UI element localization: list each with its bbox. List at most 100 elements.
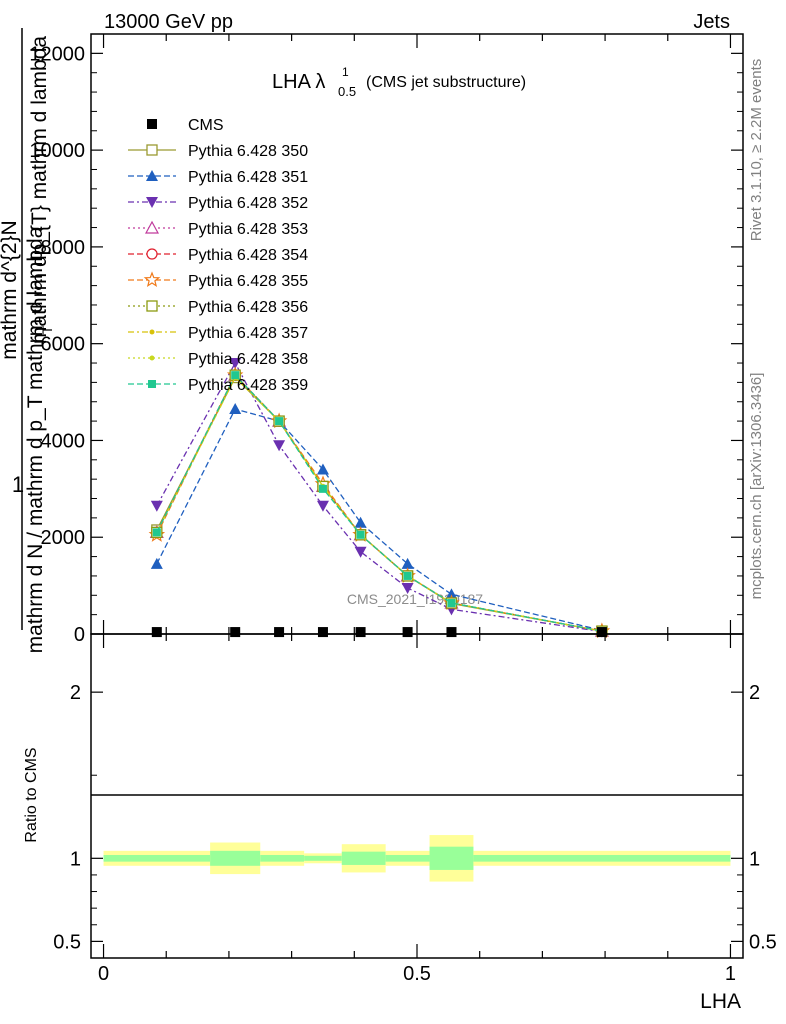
ratio-band-green-1 [210, 850, 261, 866]
y-axis-label-numerator: mathrm d^{2}N [0, 220, 21, 359]
series-line-8 [156, 376, 603, 632]
mc-series [148, 358, 611, 639]
legend-marker-3 [144, 220, 160, 234]
series-9-point-2 [275, 417, 284, 426]
main-y-tick-label-4: 8000 [41, 237, 86, 259]
series-1-point-4 [354, 516, 367, 528]
y-axis-label-subscript: T [39, 325, 55, 334]
legend-label-7: Pythia 6.428 357 [188, 325, 308, 342]
series-2-point-4 [354, 546, 367, 558]
cms-point-2 [274, 627, 285, 638]
ratio-y-tick-label-1: 1 [70, 848, 81, 870]
x-tick-label-2: 1 [725, 963, 736, 985]
series-line-2 [156, 361, 602, 633]
ratio-band-green-4 [341, 851, 386, 865]
cms-point-5 [402, 627, 413, 638]
main-y-tick-label-2: 4000 [41, 430, 86, 452]
legend-entry-5: Pythia 6.428 355 [128, 271, 308, 290]
legend-entry-4: Pythia 6.428 354 [128, 247, 308, 264]
series-line-1 [156, 408, 603, 632]
main-y-tick-label-0: 0 [74, 624, 85, 646]
legend-label-4: Pythia 6.428 354 [188, 247, 308, 264]
series-2-point-5 [401, 583, 414, 595]
chart-title-suffix: (CMS jet substructure) [366, 74, 526, 91]
legend-label-6: Pythia 6.428 356 [188, 299, 308, 316]
x-tick-label-0: 0 [98, 963, 109, 985]
ratio-x-ticks: 0 0.5 1 [98, 634, 736, 985]
legend-marker-2 [146, 197, 158, 208]
rivet-version-label: Rivet 3.1.10, ≥ 2.2M events [748, 59, 765, 242]
legend-entry-0: Pythia 6.428 350 [128, 143, 308, 160]
series-9-point-4 [356, 530, 365, 539]
legend-marker-4 [146, 248, 158, 260]
y-axis-label: 1 mathrm d^{2}N mathrm d N / mathrm d p_… [0, 28, 55, 653]
series-9-point-5 [403, 571, 412, 580]
cms-point-0 [151, 627, 162, 638]
ratio-y-tick-label-right-0: 0.5 [749, 931, 777, 953]
legend: CMS Pythia 6.428 350 Pythia 6.428 351 Pythi… [128, 117, 308, 394]
ratio-band-green-6 [429, 846, 474, 870]
header-process-label: Jets [693, 11, 730, 33]
series-2-point-2 [273, 440, 286, 452]
header-energy-label: 13000 GeV pp [104, 11, 233, 33]
legend-entry-cms: CMS [147, 117, 224, 134]
legend-entry-9: Pythia 6.428 359 [128, 377, 308, 394]
legend-label-cms: CMS [188, 117, 224, 134]
chart-title-sub: 0.5 [338, 84, 356, 99]
ratio-band-green-7 [473, 854, 731, 862]
legend-marker-0 [146, 144, 158, 156]
legend-marker-cms [147, 119, 157, 129]
series-line-6 [156, 373, 603, 632]
mcplots-label: mcplots.cern.ch [arXiv:1306.3436] [748, 373, 765, 600]
ratio-y-axis-label: Ratio to CMS [23, 747, 40, 842]
ratio-y-ticks: 0.5 0.5 1 1 2 2 [53, 682, 777, 953]
cms-point-4 [355, 627, 366, 638]
series-2-point-1 [229, 358, 242, 370]
legend-label-3: Pythia 6.428 353 [188, 221, 308, 238]
y-axis-label-top: 1 [12, 472, 24, 497]
ratio-band-green-0 [103, 854, 211, 862]
cms-point-6 [446, 627, 457, 638]
x-axis-label: LHA [700, 990, 741, 1013]
cms-point-3 [317, 627, 328, 638]
x-tick-label-1: 0.5 [403, 963, 431, 985]
legend-entry-6: Pythia 6.428 356 [128, 299, 308, 316]
series-2-point-0 [150, 500, 163, 512]
series-9-point-6 [447, 599, 456, 608]
ratio-band-green-5 [385, 854, 430, 862]
legend-marker-6 [146, 300, 158, 312]
main-y-tick-label-6: 12000 [29, 43, 85, 65]
main-y-tick-label-5: 10000 [29, 140, 85, 162]
series-1-point-6 [445, 588, 458, 600]
series-9-point-1 [231, 371, 240, 380]
main-panel: CMS_2021_I1920187 0200040006000800010000… [29, 33, 744, 646]
legend-entry-2: Pythia 6.428 352 [128, 195, 308, 212]
ratio-y-tick-label-0: 0.5 [53, 931, 81, 953]
series-1-point-1 [229, 403, 242, 414]
main-y-tick-label-3: 6000 [41, 334, 86, 356]
ratio-uncertainty-bands [103, 835, 731, 882]
y-axis-label-denominator: mathrm dp_{T} mathrm d lambda [28, 36, 51, 344]
legend-label-2: Pythia 6.428 352 [188, 195, 308, 212]
main-y-ticks: 0 2000 4000 6000 8000 10000 12000 [29, 43, 743, 646]
ratio-band-green-2 [260, 854, 305, 862]
ratio-band-green-3 [304, 855, 342, 861]
cms-point-1 [230, 627, 241, 638]
legend-label-5: Pythia 6.428 355 [188, 273, 308, 290]
legend-entry-1: Pythia 6.428 351 [128, 169, 308, 186]
series-9-point-3 [318, 484, 327, 493]
ratio-y-tick-label-2: 2 [70, 682, 81, 704]
series-1-point-0 [150, 557, 163, 569]
chart-title-main: LHA λ [272, 71, 325, 93]
series-1-point-5 [401, 557, 414, 569]
main-x-ticks [102, 34, 732, 634]
legend-entry-3: Pythia 6.428 353 [128, 220, 308, 238]
ratio-y-tick-label-right-2: 2 [749, 682, 760, 704]
ratio-y-tick-label-right-1: 1 [749, 848, 760, 870]
series-2-point-3 [316, 500, 329, 512]
y-axis-label-main: mathrm d N / mathrm d p_T mathrm d lambd… [24, 226, 47, 653]
legend-label-8: Pythia 6.428 358 [188, 351, 308, 368]
series-1-point-3 [316, 463, 329, 475]
legend-entry-8: Pythia 6.428 358 [128, 351, 308, 368]
